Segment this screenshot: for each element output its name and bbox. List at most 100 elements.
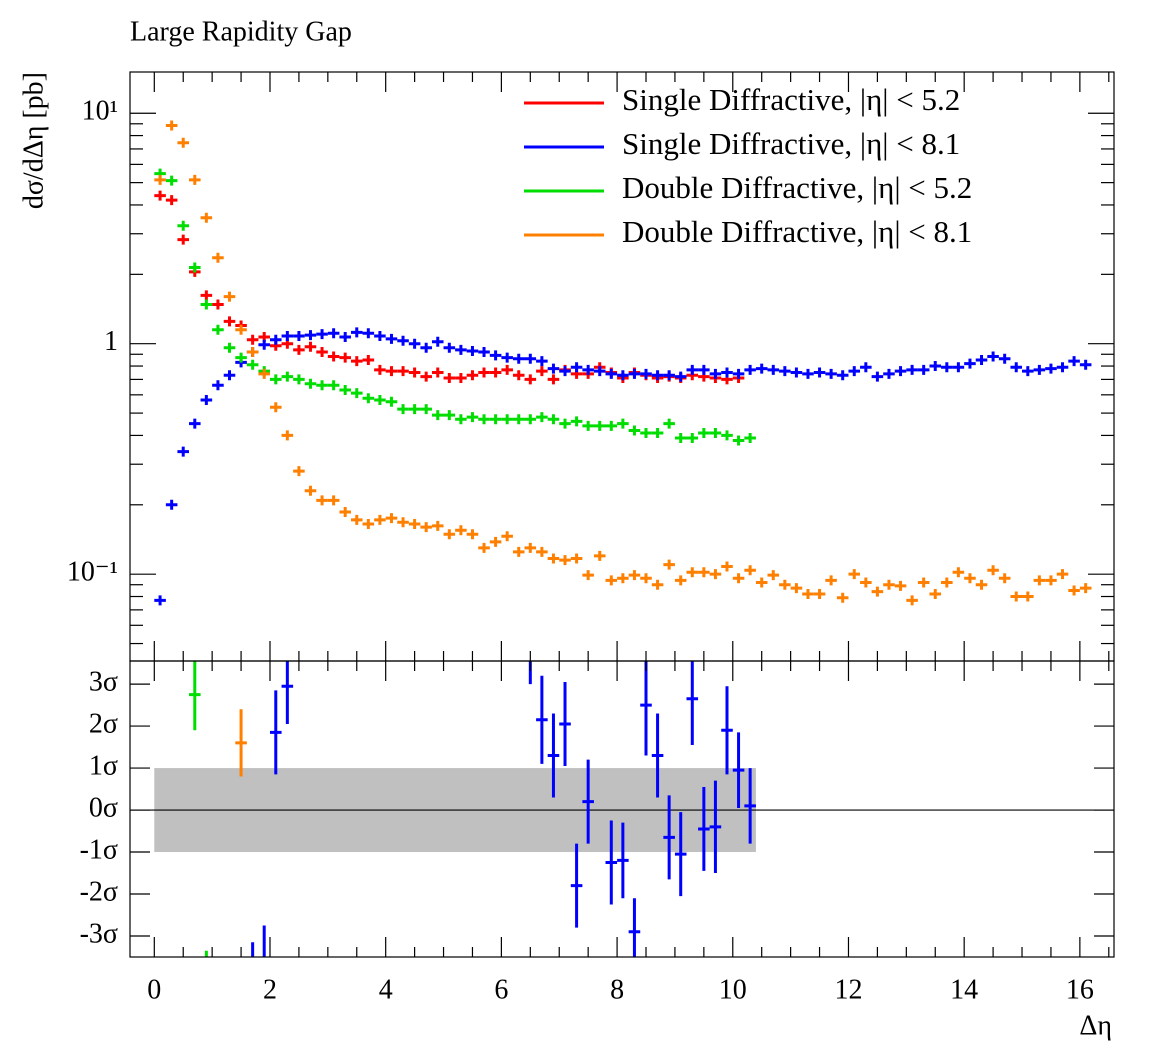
data-point <box>293 374 305 385</box>
data-point <box>200 394 213 405</box>
data-point <box>397 366 409 377</box>
data-point <box>154 174 166 185</box>
data-point <box>455 344 467 355</box>
data-point <box>223 342 236 353</box>
data-point <box>1068 585 1080 596</box>
data-point <box>628 570 641 581</box>
data-point <box>466 345 479 356</box>
data-point <box>489 414 502 425</box>
data-point <box>304 341 317 352</box>
data-point <box>1068 356 1080 367</box>
data-point <box>304 485 317 496</box>
y-tick-label: -1σ <box>80 834 118 865</box>
data-point <box>651 579 664 590</box>
ratio-point <box>269 690 282 775</box>
legend-label: Double Diffractive, |η| < 5.2 <box>622 170 972 205</box>
data-point <box>987 351 999 362</box>
y-tick-label: 1 <box>104 326 118 357</box>
data-point <box>825 368 837 379</box>
data-point <box>964 358 976 369</box>
data-point <box>501 531 513 542</box>
ratio-frame <box>129 660 1115 958</box>
data-point <box>547 374 560 385</box>
data-point <box>883 368 895 379</box>
data-point <box>397 335 409 346</box>
data-point <box>871 371 884 382</box>
data-point <box>304 330 317 341</box>
data-point <box>223 370 236 381</box>
data-point <box>281 331 294 342</box>
data-point <box>512 353 525 364</box>
data-point <box>1045 575 1057 586</box>
data-point <box>177 220 190 231</box>
data-point <box>177 446 190 457</box>
data-point <box>617 418 629 429</box>
data-point <box>246 359 259 370</box>
data-point <box>350 388 363 399</box>
data-point <box>998 353 1011 364</box>
ratio-point <box>582 759 594 844</box>
data-point <box>350 514 363 525</box>
data-point <box>212 299 224 310</box>
data-point <box>212 324 224 335</box>
data-point <box>489 367 502 378</box>
ratio-point <box>251 942 255 957</box>
data-point <box>906 364 918 375</box>
x-tick-label: 12 <box>834 974 862 1005</box>
data-point <box>848 366 861 377</box>
data-point <box>431 336 444 347</box>
data-point <box>906 595 918 606</box>
y-tick-label: -2σ <box>80 876 118 907</box>
data-point <box>917 364 930 375</box>
data-point <box>339 352 351 363</box>
data-point <box>860 577 872 588</box>
data-point <box>524 374 537 385</box>
data-point <box>350 327 363 338</box>
x-axis-label: Δη <box>1079 1010 1112 1041</box>
data-point <box>628 368 641 379</box>
data-point <box>443 529 456 540</box>
data-point <box>478 542 490 553</box>
data-point <box>327 328 340 339</box>
data-point <box>339 507 351 518</box>
data-point <box>755 363 768 374</box>
x-tick-label: 0 <box>147 974 161 1005</box>
axes: 0 2 4 6 8 10 12 14 16 10¹ 1 10⁻¹ 3σ 2σ 1σ 0σ -1σ -2σ -3σ Si… <box>67 72 1114 1005</box>
data-point <box>189 174 201 185</box>
data-point <box>975 354 988 365</box>
data-point <box>987 565 999 576</box>
data-point <box>246 334 259 345</box>
y-tick-label: 1σ <box>89 750 118 781</box>
y-tick-label: 3σ <box>89 667 118 698</box>
data-point <box>802 368 814 379</box>
ratio-point <box>605 820 618 905</box>
data-point <box>674 371 687 382</box>
ratio-point <box>651 713 664 798</box>
ratio-point <box>663 795 675 880</box>
data-point <box>339 384 351 395</box>
data-point <box>964 573 976 584</box>
data-point <box>570 553 583 564</box>
ratio-point <box>721 686 733 775</box>
data-point <box>501 414 513 425</box>
data-point <box>593 420 606 431</box>
y-tick-label: 0σ <box>89 792 118 823</box>
data-point <box>559 555 571 566</box>
data-point <box>894 580 907 591</box>
data-point <box>165 120 178 131</box>
data-point <box>455 414 467 425</box>
data-point <box>362 519 375 530</box>
data-point <box>420 404 432 415</box>
main-plot <box>154 120 1092 606</box>
data-point <box>779 579 791 590</box>
data-point <box>593 366 606 377</box>
data-point <box>1056 362 1069 373</box>
ratio-point <box>547 713 560 798</box>
ratio-point <box>732 732 745 808</box>
ratio-point <box>686 661 699 745</box>
data-point <box>165 195 178 206</box>
data-point <box>721 561 733 572</box>
data-point <box>721 367 733 378</box>
data-point <box>316 329 328 340</box>
data-point <box>443 372 456 383</box>
